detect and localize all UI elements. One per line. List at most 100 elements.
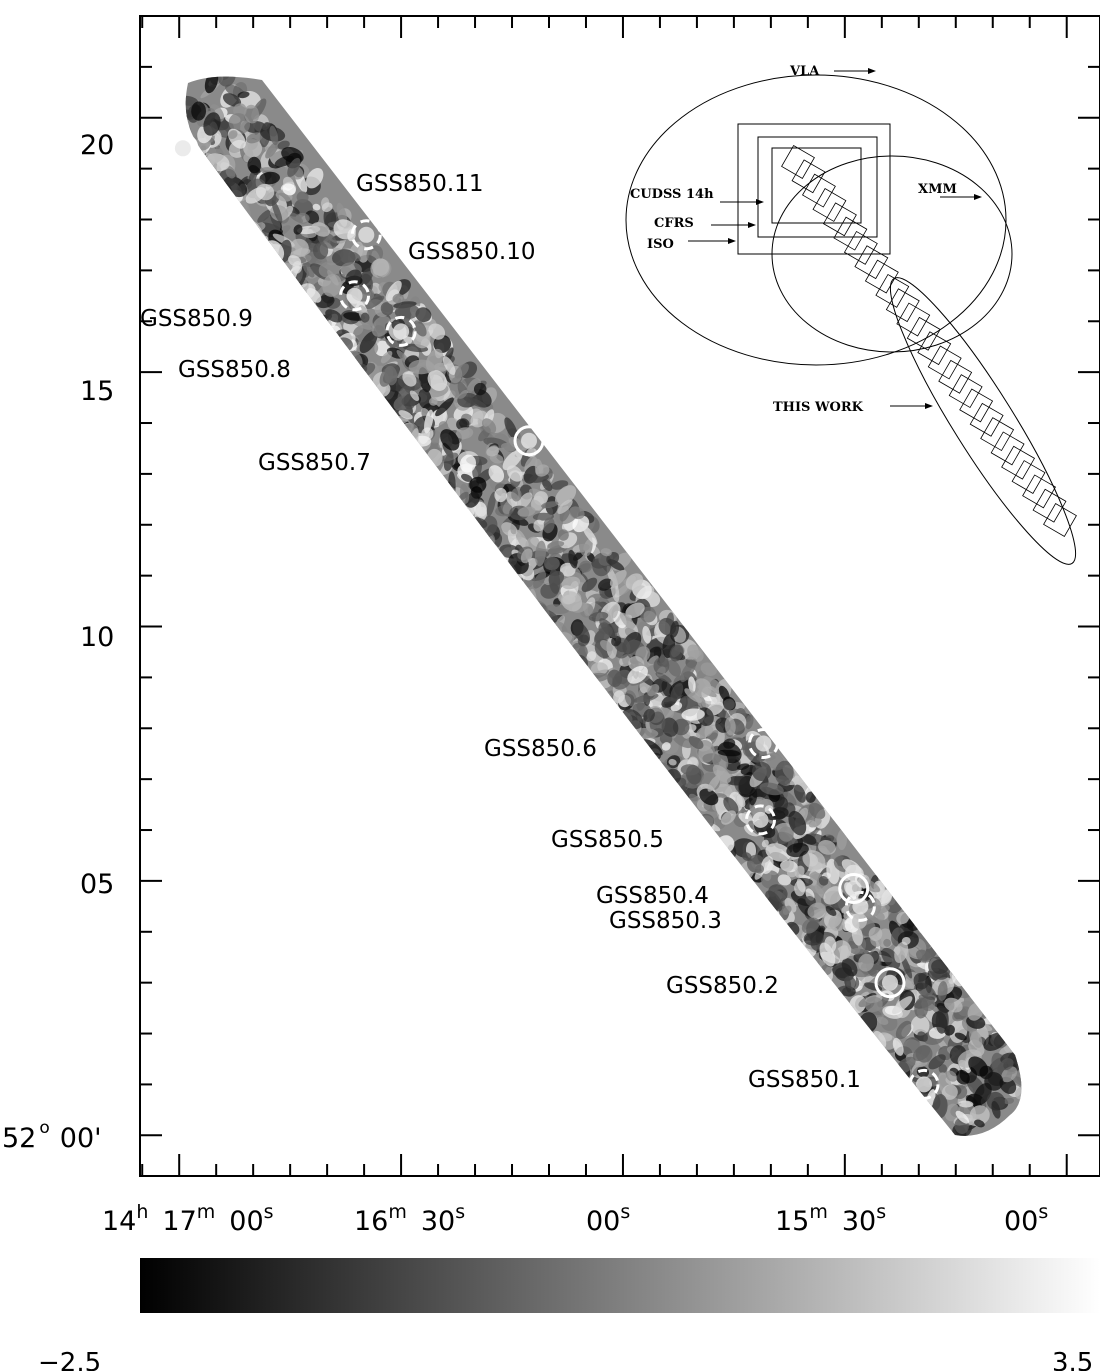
noise-blob [402, 371, 417, 387]
noise-blob [611, 635, 622, 647]
noise-blob [308, 326, 324, 345]
noise-blob [841, 859, 862, 876]
noise-blob [647, 655, 659, 666]
noise-blob [745, 714, 754, 730]
x-label-14: 14 [102, 1206, 136, 1237]
x-label-s1: s [264, 1201, 274, 1223]
noise-blob [900, 971, 919, 990]
noise-blob [425, 348, 444, 372]
noise-blob [748, 788, 758, 806]
noise-blob [311, 222, 330, 237]
noise-blob [311, 333, 331, 353]
noise-blob [517, 492, 533, 510]
noise-blob [759, 782, 784, 796]
noise-blob [783, 791, 797, 807]
noise-blob [598, 578, 613, 591]
noise-blob [941, 1084, 958, 1100]
noise-blob [269, 125, 279, 146]
noise-blob [669, 644, 684, 662]
noise-blob [223, 213, 234, 226]
noise-blob [607, 669, 623, 687]
source-circle [745, 804, 776, 836]
noise-blob [243, 231, 260, 253]
noise-blob [761, 839, 769, 848]
mosaic-square [948, 374, 983, 409]
noise-blob [501, 522, 518, 537]
mosaic-square [864, 259, 899, 294]
map-noise [185, 76, 1038, 1136]
noise-blob [488, 465, 505, 483]
xmm-label: XMM [918, 182, 957, 197]
noise-blob [422, 461, 430, 479]
noise-blob [523, 596, 531, 606]
noise-blob [342, 367, 353, 379]
noise-blob [800, 833, 817, 845]
noise-blob [385, 280, 402, 302]
noise-blob [937, 981, 948, 1001]
mosaic-square [885, 288, 920, 323]
noise-blob [221, 213, 235, 238]
noise-blob [680, 659, 697, 682]
noise-blob [582, 524, 598, 545]
x-label-30a: 30 [421, 1206, 455, 1237]
noise-blob [803, 930, 824, 946]
noise-blob [971, 1030, 983, 1048]
x-label-s3: s [620, 1201, 630, 1223]
noise-blob [938, 1064, 948, 1074]
noise-blob [312, 203, 321, 211]
noise-blob [222, 93, 242, 107]
inset-labels: VLA XMM CUDSS 14h CFRS ISO THIS WORK [630, 64, 957, 415]
noise-blob [295, 212, 310, 224]
noise-blob [307, 324, 321, 344]
noise-blob [696, 725, 714, 739]
noise-blob [831, 940, 852, 961]
noise-blob [895, 1020, 912, 1040]
noise-blob [185, 168, 191, 181]
noise-blob [474, 541, 499, 561]
noise-blob [247, 156, 262, 174]
noise-blob [991, 1100, 1001, 1119]
noise-blob [234, 229, 245, 244]
x-label-15: 15 [775, 1206, 809, 1237]
y-tick-label-15: 15 [80, 376, 114, 407]
noise-blob [452, 505, 467, 521]
noise-blob [191, 161, 207, 172]
noise-blob [440, 429, 460, 451]
noise-blob [322, 345, 338, 362]
noise-blob [281, 300, 300, 313]
source-label: GSS850.2 [666, 973, 779, 999]
source-label: GSS850.8 [178, 357, 291, 383]
noise-blob [455, 427, 474, 439]
noise-blob [568, 549, 578, 569]
noise-blob [534, 540, 547, 567]
noise-blob [1022, 1067, 1038, 1084]
noise-blob [718, 685, 730, 702]
noise-blob [693, 678, 712, 698]
noise-blob [786, 842, 809, 858]
noise-blob [359, 388, 369, 404]
source-peak [752, 811, 769, 828]
noise-blob [896, 911, 910, 925]
noise-blob [805, 791, 816, 803]
noise-blob [382, 413, 396, 431]
noise-blob [688, 676, 696, 693]
noise-blob [482, 418, 497, 434]
noise-blob [983, 1032, 1007, 1051]
noise-blob [968, 1056, 989, 1077]
noise-blob [914, 997, 929, 1019]
noise-blob [794, 865, 805, 878]
source-circle [838, 873, 870, 904]
noise-blob [627, 665, 648, 684]
source-peak [845, 880, 862, 897]
mosaic-square [1022, 474, 1056, 509]
x-tick-label-00s-b: 00s [1004, 1201, 1048, 1237]
noise-blob [384, 365, 398, 386]
noise-blob [494, 487, 508, 503]
noise-blob [252, 242, 267, 253]
x-label-m1: m [197, 1201, 216, 1223]
survey-inset [625, 68, 1077, 565]
noise-blob [640, 606, 657, 623]
noise-blob [377, 418, 396, 429]
source-circle [385, 315, 417, 347]
